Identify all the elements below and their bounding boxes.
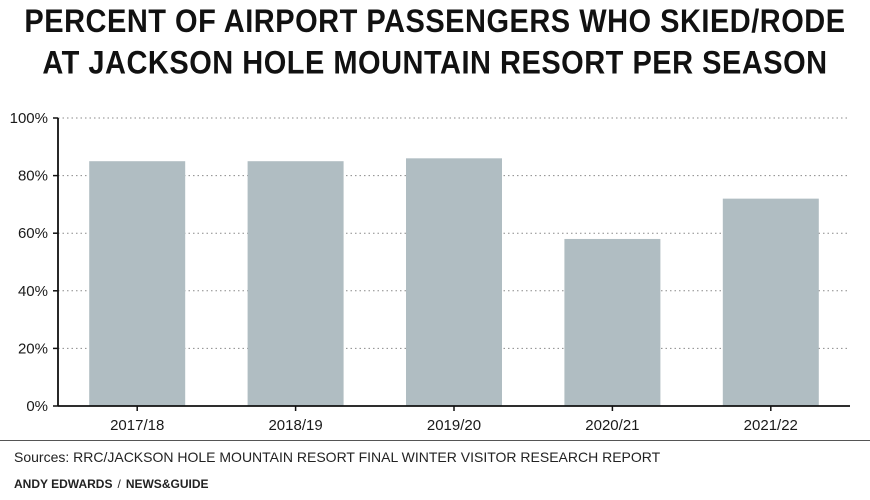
x-tick-label: 2019/20 (427, 417, 481, 434)
y-tick-label: 40% (18, 283, 48, 300)
x-tick-labels: 2017/18 2018/19 2019/20 2020/21 2021/22 (110, 417, 798, 434)
y-tick-label: 80% (18, 168, 48, 185)
bar-2018-19 (247, 161, 344, 406)
y-tick-label: 20% (18, 340, 48, 357)
y-tick-labels: 0% 20% 40% 60% 80% 100% (10, 110, 48, 415)
credit-line: ANDY EDWARDS / NEWS&GUIDE (14, 477, 208, 491)
chart-title: PERCENT OF AIRPORT PASSENGERS WHO SKIED/… (0, 2, 870, 85)
x-tick-label: 2018/19 (268, 417, 322, 434)
footer-divider (0, 440, 870, 441)
x-tick-label: 2021/22 (744, 417, 798, 434)
bar-2019-20 (406, 158, 502, 406)
axes (53, 117, 850, 411)
bar-2020-21 (564, 238, 661, 406)
x-tick-label: 2020/21 (585, 417, 639, 434)
bar-2017-18 (89, 161, 186, 406)
chart-title-line-2: AT JACKSON HOLE MOUNTAIN RESORT PER SEAS… (42, 45, 828, 82)
y-tick-label: 0% (26, 398, 48, 415)
outlet-name: NEWS&GUIDE (125, 477, 209, 491)
bars (89, 158, 819, 406)
y-tick-label: 100% (10, 110, 48, 127)
author-name: ANDY EDWARDS (14, 477, 113, 491)
y-tick-label: 60% (18, 225, 48, 242)
x-tick-label: 2017/18 (110, 417, 164, 434)
chart-title-line-1: PERCENT OF AIRPORT PASSENGERS WHO SKIED/… (24, 4, 846, 41)
credit-separator: / (117, 477, 121, 491)
bar-2021-22 (722, 198, 819, 406)
source-note: Sources: RRC/JACKSON HOLE MOUNTAIN RESOR… (14, 449, 661, 465)
bar-chart: 0% 20% 40% 60% 80% 100% 2017/18 2018/19 2019/20… (10, 110, 850, 434)
